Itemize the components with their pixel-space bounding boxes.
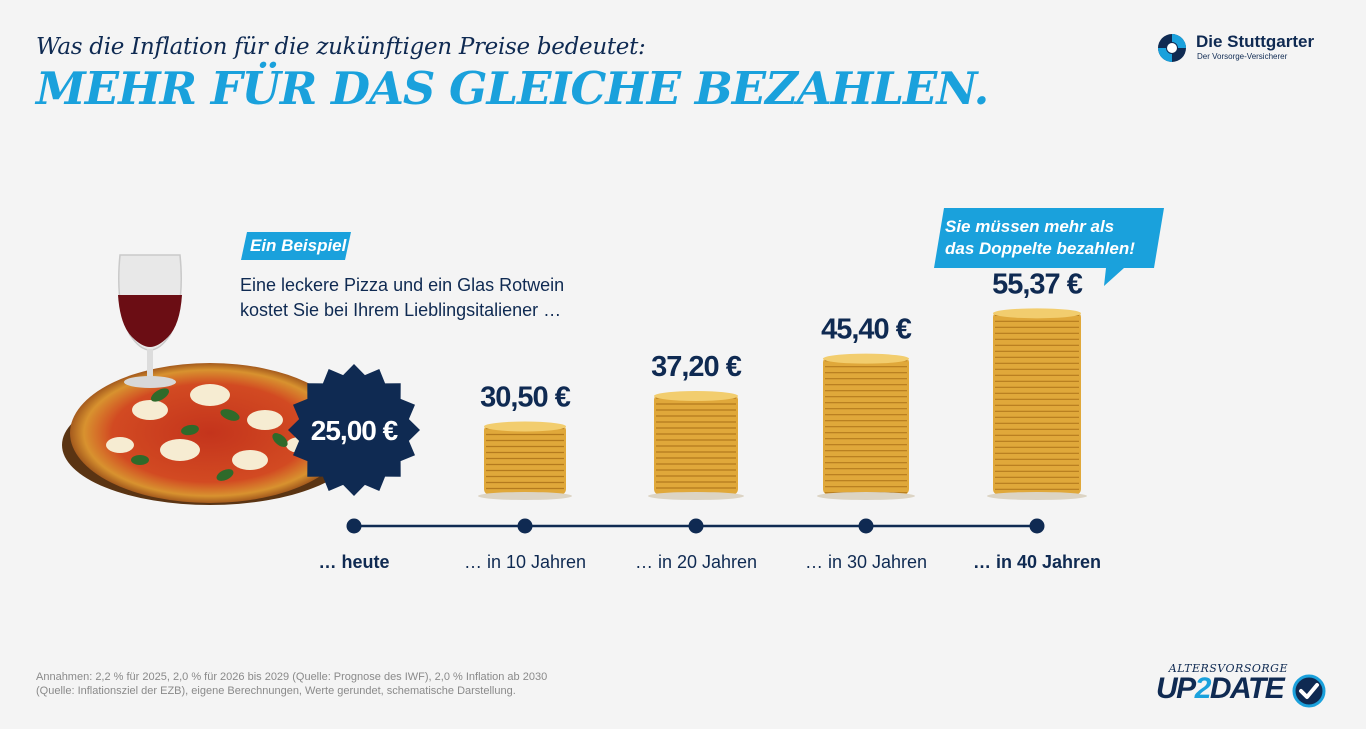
coin-stack-bar [484,424,566,495]
callout-bubble [934,208,1164,286]
logo-name: Die Stuttgarter [1196,32,1315,51]
coin-stack-bar [993,311,1081,495]
callout-line-2: das Doppelte bezahlen! [945,239,1135,258]
footnote: Annahmen: 2,2 % für 2025, 2,0 % für 2026… [36,670,736,698]
coin-shadow [478,492,572,500]
category-label: … in 20 Jahren [635,552,757,572]
timeline-dot [1029,518,1045,534]
timeline-dot [346,518,362,534]
callout-text: Sie müssen mehr als das Doppelte bezahle… [945,216,1155,260]
page-subtitle: Was die Inflation für die zukünftigen Pr… [36,34,646,60]
category-label: … heute [318,552,389,572]
callout-line-1: Sie müssen mehr als [945,217,1115,236]
value-label: 45,40 € [821,314,912,346]
stuttgarter-logo-icon [1158,34,1186,62]
category-label: … in 10 Jahren [464,552,586,572]
coin-top [993,308,1081,319]
campaign-logo-two: 2 [1194,672,1212,705]
example-badge-label: Ein Beispiel [250,236,347,255]
footnote-line-1: Annahmen: 2,2 % für 2025, 2,0 % für 2026… [36,671,548,683]
category-label: … in 40 Jahren [973,552,1101,572]
coin-shadow [987,492,1087,500]
logo-tagline: Der Vorsorge-Versicherer [1197,52,1288,61]
campaign-logo-date: DATE [1209,672,1285,705]
example-text: Eine leckere Pizza und ein Glas Rotwein … [240,273,600,323]
coin-stack-bar [654,393,738,495]
coin-stack-bar [823,356,909,495]
example-badge: Ein Beispiel [241,232,351,260]
coin-top [823,353,909,364]
timeline-dot [517,518,533,534]
campaign-logo-small: ALTERSVORSORGE [1168,662,1288,675]
example-line-1: Eine leckere Pizza und ein Glas Rotwein [240,275,565,295]
pizza-wine-image [62,254,358,505]
company-logo: Die Stuttgarter Der Vorsorge-Versicherer [1156,30,1326,66]
timeline-dot [688,518,704,534]
coin-top [654,390,738,401]
campaign-logo-up: UP [1156,672,1196,705]
example-line-2: kostet Sie bei Ihrem Lieblingsitaliener … [240,300,562,320]
page-title: MEHR FÜR DAS GLEICHE BEZAHLEN. [36,62,989,115]
footnote-line-2: (Quelle: Inflationsziel der EZB), eigene… [36,685,516,697]
campaign-logo-big: UP2DATE [1156,672,1285,706]
value-label: 37,20 € [651,351,742,383]
coin-shadow [817,492,915,500]
campaign-logo: ALTERSVORSORGE UP2DATE [1156,662,1328,710]
timeline-dot [858,518,874,534]
category-label: … in 30 Jahren [805,552,927,572]
coin-shadow [648,492,744,500]
value-label: 30,50 € [480,381,571,413]
badge-shape [241,232,351,260]
coin-top [484,421,566,432]
checkmark-icon [1292,674,1326,708]
